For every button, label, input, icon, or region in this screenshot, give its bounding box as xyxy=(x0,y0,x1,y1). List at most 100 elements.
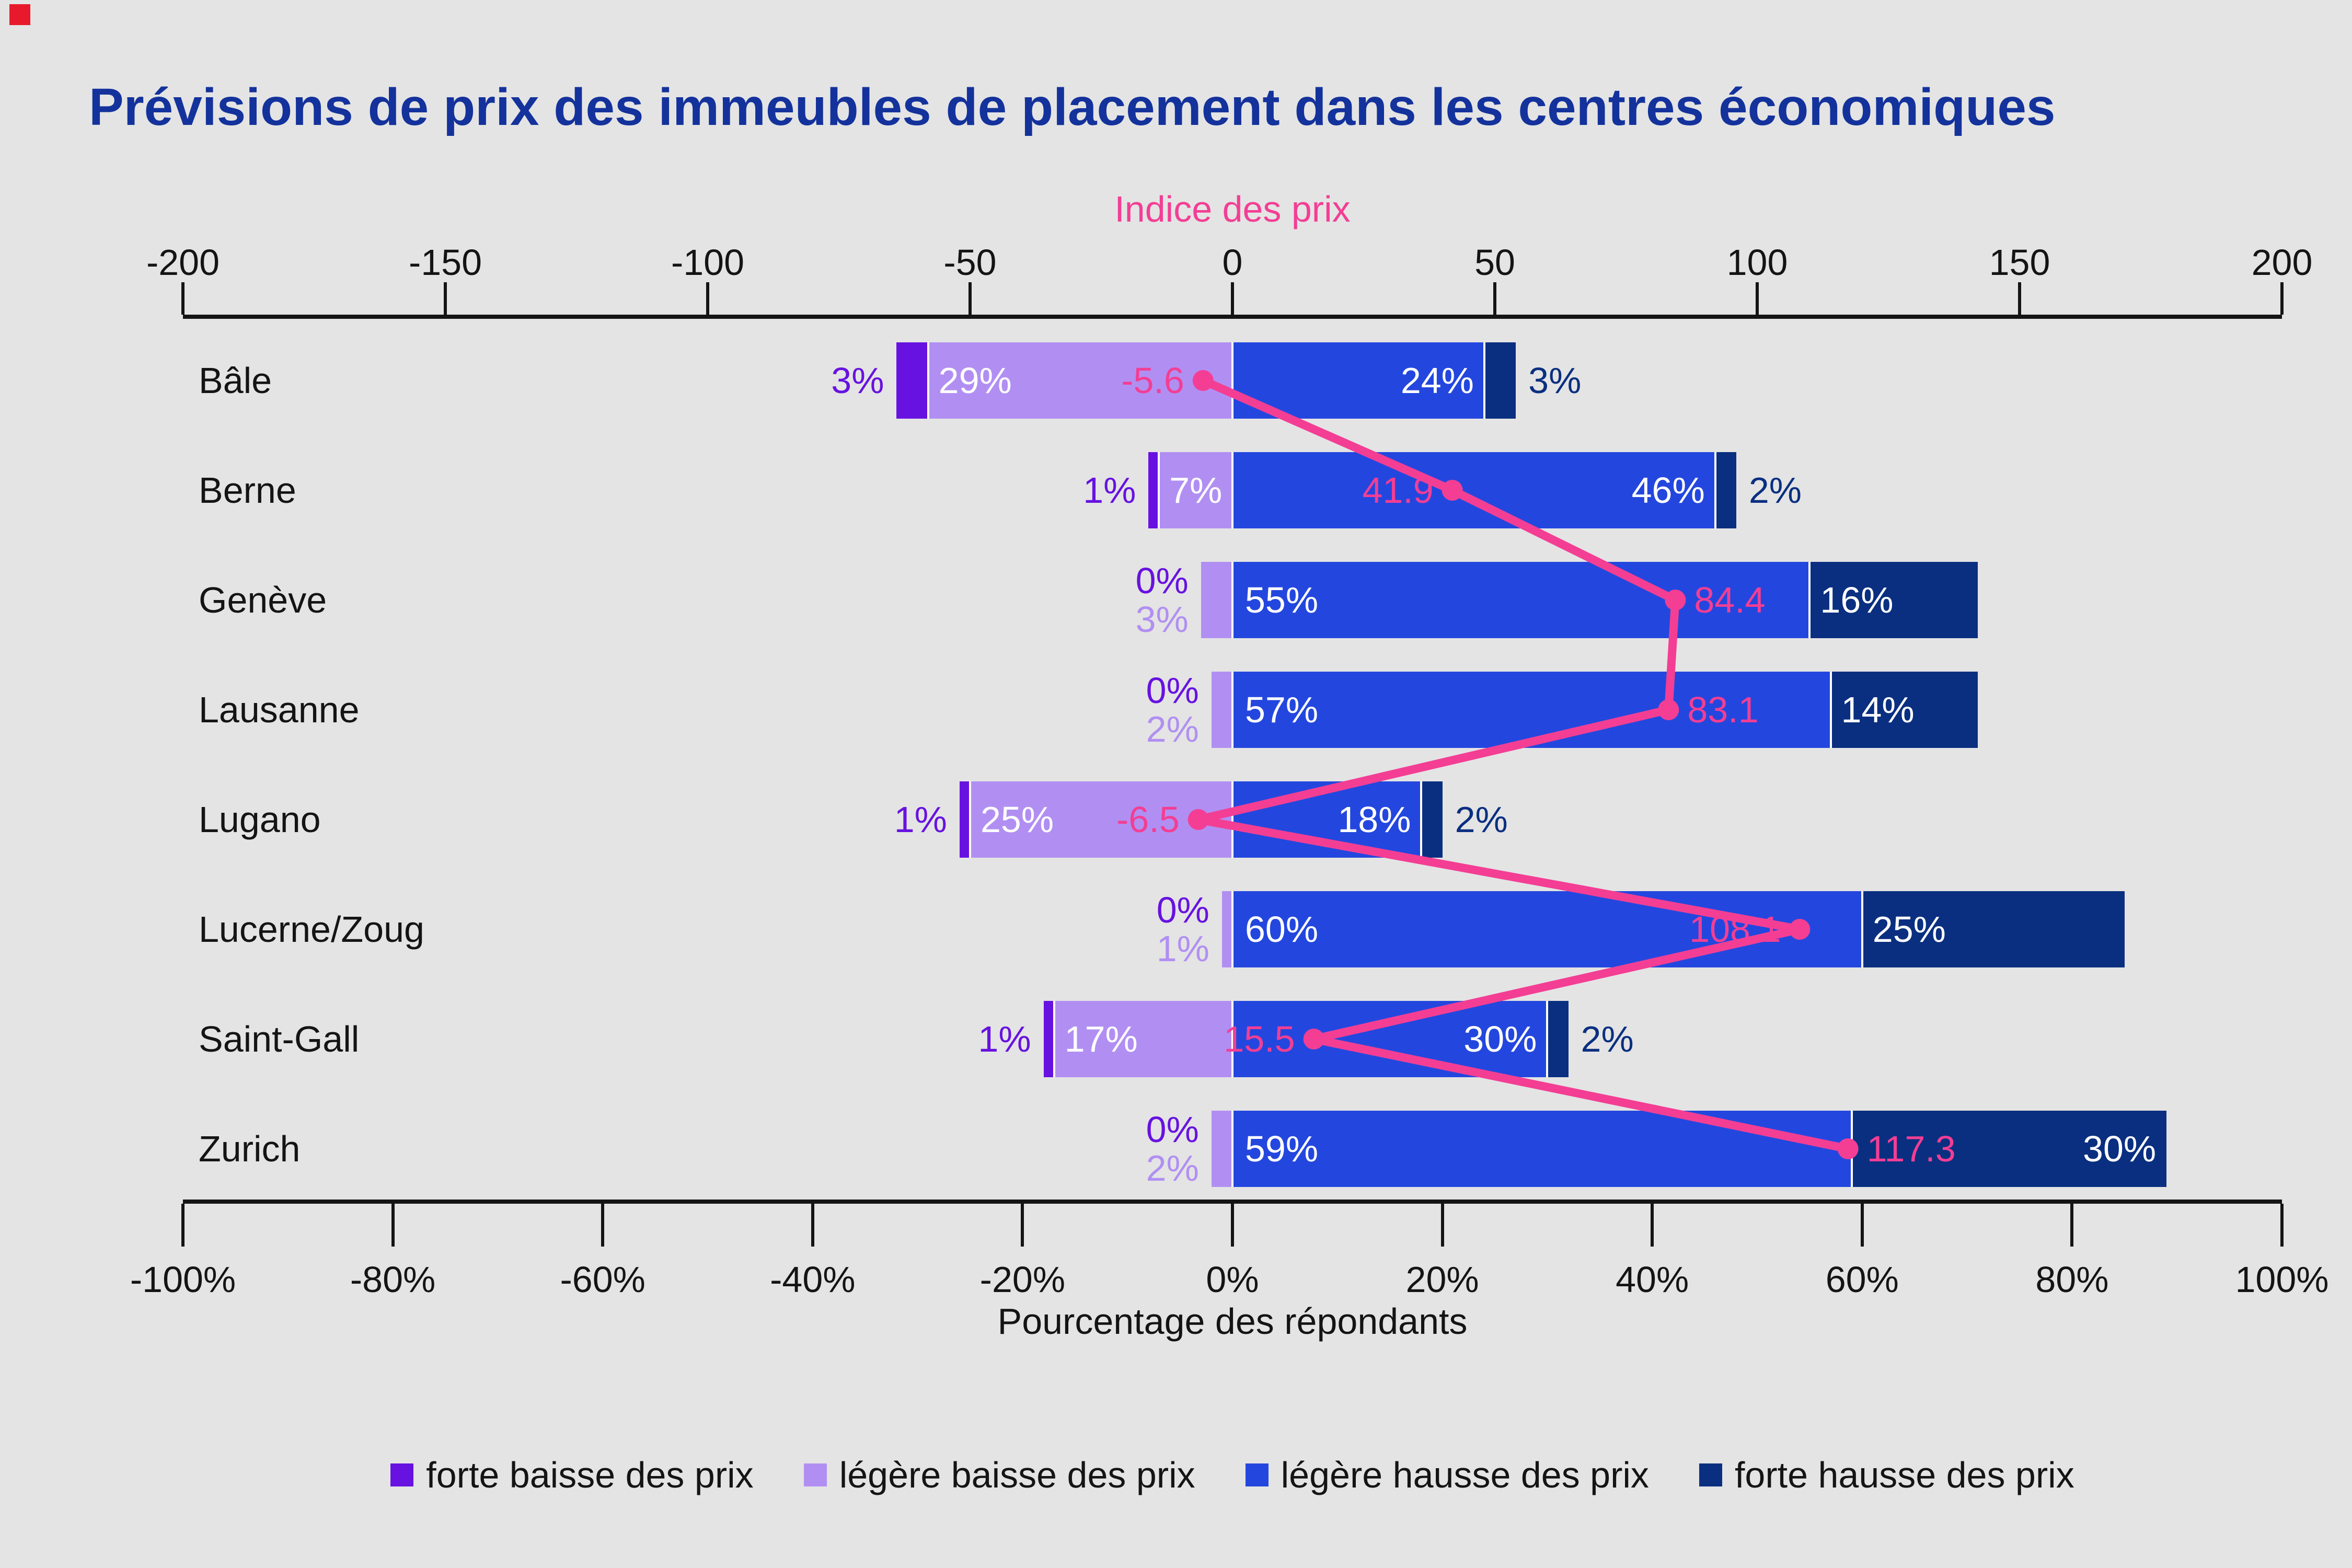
label-forte-baisse: 1% xyxy=(978,1019,1031,1059)
label-legere-hausse: 60% xyxy=(1245,909,1319,950)
index-value-label: -5.6 xyxy=(1121,360,1184,401)
bar-segment-forte-hausse xyxy=(1547,1001,1569,1077)
bar-segment-legere-hausse xyxy=(1232,672,1831,748)
label-legere-baisse: 2% xyxy=(1146,709,1199,750)
index-axis-tick xyxy=(1493,282,1496,315)
bar-segment-legere-baisse xyxy=(1221,891,1232,967)
bar-segment-legere-baisse xyxy=(1211,672,1232,748)
label-legere-hausse: 57% xyxy=(1245,689,1319,730)
index-value-label: 83.1 xyxy=(1687,689,1759,730)
segment-divider xyxy=(1231,891,1233,967)
percent-axis-tick xyxy=(1860,1204,1864,1247)
legend-swatch-icon xyxy=(1245,1463,1269,1486)
legend-item: forte baisse des prix xyxy=(390,1454,754,1496)
percent-axis-tick-label: -100% xyxy=(130,1259,236,1300)
label-forte-hausse: 2% xyxy=(1581,1019,1634,1059)
legend-swatch-icon xyxy=(390,1463,414,1486)
category-label: Lugano xyxy=(199,799,321,840)
label-legere-baisse: 3% xyxy=(1135,599,1189,640)
percent-axis-tick xyxy=(181,1204,185,1247)
label-forte-baisse: 3% xyxy=(831,360,884,401)
percent-axis-tick xyxy=(391,1204,395,1247)
index-axis-tick-label: -150 xyxy=(408,242,482,283)
segment-divider xyxy=(1714,452,1716,528)
index-axis-line xyxy=(183,315,2282,319)
label-forte-baisse: 0% xyxy=(1146,670,1199,711)
label-forte-hausse: 16% xyxy=(1820,580,1894,620)
bar-segment-legere-baisse xyxy=(1054,1001,1232,1077)
label-forte-hausse: 25% xyxy=(1872,909,1946,950)
bar-segment-legere-hausse xyxy=(1232,891,1862,967)
label-forte-hausse: 30% xyxy=(2083,1128,2157,1169)
bar-segment-forte-baisse xyxy=(1043,1001,1054,1077)
percent-axis-tick-label: -60% xyxy=(560,1259,645,1300)
segment-divider xyxy=(1231,452,1233,528)
percent-axis-tick-label: 20% xyxy=(1405,1259,1479,1300)
index-value-label: -6.5 xyxy=(1116,799,1180,840)
label-forte-hausse: 3% xyxy=(1528,360,1582,401)
label-forte-baisse: 0% xyxy=(1156,890,1209,930)
label-legere-baisse: 17% xyxy=(1064,1019,1138,1059)
label-legere-hausse: 46% xyxy=(1631,470,1705,511)
legend-label: légère baisse des prix xyxy=(839,1455,1195,1495)
percent-axis-tick xyxy=(2280,1204,2284,1247)
label-forte-baisse: 1% xyxy=(1083,470,1136,511)
legend-swatch-icon xyxy=(1699,1463,1722,1486)
segment-divider xyxy=(1231,1001,1233,1077)
legend-item: légère hausse des prix xyxy=(1245,1454,1649,1496)
index-axis-tick xyxy=(1231,282,1234,315)
label-legere-baisse: 1% xyxy=(1156,928,1209,969)
label-legere-baisse: 7% xyxy=(1169,470,1223,511)
index-axis-tick xyxy=(2280,282,2284,315)
segment-divider xyxy=(1861,891,1863,967)
category-label: Genève xyxy=(199,580,327,620)
index-value-label: 117.3 xyxy=(1866,1128,1956,1169)
bar-segment-legere-baisse xyxy=(928,342,1232,419)
segment-divider xyxy=(969,781,971,858)
label-forte-hausse: 2% xyxy=(1455,799,1508,840)
index-axis-tick xyxy=(2018,282,2021,315)
bar-segment-legere-hausse xyxy=(1232,342,1484,419)
percent-axis-tick-label: 80% xyxy=(2035,1259,2109,1300)
index-value-label: 108.1 xyxy=(1689,909,1781,950)
label-legere-hausse: 59% xyxy=(1245,1128,1319,1169)
bar-segment-forte-hausse xyxy=(1862,891,2125,967)
bar-segment-forte-baisse xyxy=(959,781,970,858)
segment-divider xyxy=(1483,342,1485,419)
label-forte-baisse: 0% xyxy=(1135,560,1189,601)
legend-label: forte baisse des prix xyxy=(426,1455,754,1495)
index-axis-title: Indice des prix xyxy=(1114,189,1351,229)
bar-segment-forte-baisse xyxy=(1148,452,1159,528)
percent-axis-tick xyxy=(811,1204,814,1247)
bar-segment-forte-hausse xyxy=(1830,672,1978,748)
bar-segment-forte-hausse xyxy=(1715,452,1736,528)
segment-divider xyxy=(1231,562,1233,638)
index-axis-tick-label: -100 xyxy=(671,242,745,283)
legend: forte baisse des prix légère baisse des p… xyxy=(183,1454,2282,1496)
segment-divider xyxy=(1808,562,1811,638)
percent-axis-title: Pourcentage des répondants xyxy=(997,1301,1468,1342)
bar-segment-forte-hausse xyxy=(1851,1111,2167,1187)
legend-item: forte hausse des prix xyxy=(1699,1454,2074,1496)
segment-divider xyxy=(1829,672,1832,748)
label-forte-baisse: 0% xyxy=(1146,1109,1199,1150)
category-label: Lucerne/Zoug xyxy=(199,909,424,950)
index-axis-tick-label: 150 xyxy=(1989,242,2050,283)
percent-axis-tick-label: -40% xyxy=(770,1259,856,1300)
percent-axis-tick xyxy=(601,1204,605,1247)
index-value-label: 41.9 xyxy=(1362,470,1434,511)
index-axis-tick-label: 50 xyxy=(1474,242,1515,283)
category-label: Berne xyxy=(199,470,296,511)
label-legere-baisse: 25% xyxy=(981,799,1054,840)
bar-segment-legere-hausse xyxy=(1232,1001,1548,1077)
index-axis-tick-label: 0 xyxy=(1222,242,1243,283)
bar-segment-legere-hausse xyxy=(1232,452,1715,528)
segment-divider xyxy=(1231,672,1233,748)
label-forte-hausse: 14% xyxy=(1841,689,1915,730)
label-legere-hausse: 30% xyxy=(1463,1019,1537,1059)
label-legere-baisse: 2% xyxy=(1146,1148,1199,1189)
label-forte-baisse: 1% xyxy=(894,799,947,840)
legend-label: légère hausse des prix xyxy=(1281,1455,1649,1495)
